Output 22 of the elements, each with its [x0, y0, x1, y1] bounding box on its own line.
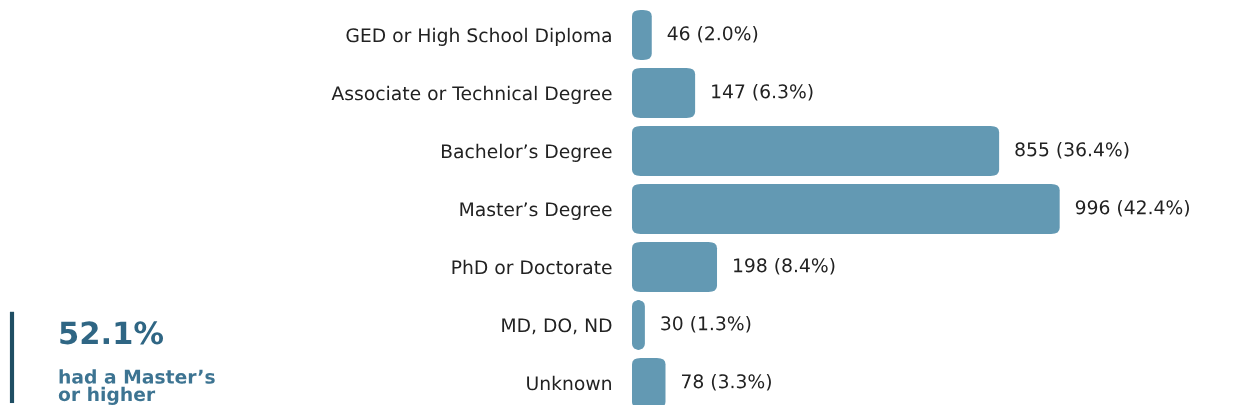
text: 52.1%	[60, 321, 164, 345]
y-tick-label: Bachelor’s Degree	[442, 143, 612, 162]
data-label: 30 (1.3%)	[661, 315, 751, 333]
bar	[632, 68, 696, 118]
y-tick-label: Associate or Technical Degree	[331, 85, 612, 104]
y-tick-label: MD, DO, ND	[502, 318, 612, 335]
bar	[632, 300, 645, 350]
bar	[632, 126, 1000, 176]
bar	[632, 184, 1060, 234]
data-label: 78 (3.3%)	[682, 373, 771, 391]
y-tick-label: Master’s Degree	[460, 202, 612, 220]
text: had a Master’s or higher	[58, 369, 215, 405]
data-label: 996 (42.4%)	[1075, 199, 1189, 217]
data-label: 855 (36.4%)	[1015, 141, 1129, 159]
data-label: 198 (8.4%)	[734, 257, 835, 275]
y-tick-label: GED or High School Diploma	[346, 27, 611, 46]
bar	[632, 242, 718, 292]
data-label: 147 (6.3%)	[712, 83, 813, 101]
data-label: 46 (2.0%)	[667, 25, 758, 43]
y-tick-label: PhD or Doctorate	[452, 259, 612, 275]
y-tick-label: Unknown	[527, 375, 611, 391]
bar	[632, 10, 652, 60]
